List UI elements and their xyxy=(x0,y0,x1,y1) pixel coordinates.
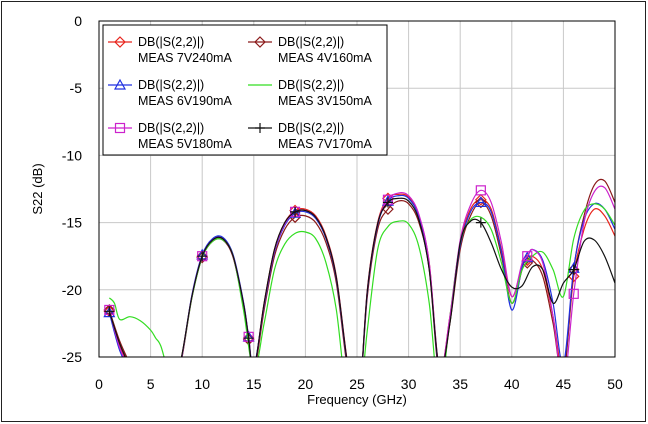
tick-labels: 0 5 10 15 20 25 30 35 40 45 50 0 -5 -10 -15 -20 -25 xyxy=(62,13,623,392)
data-point xyxy=(474,196,487,209)
data-point xyxy=(243,333,254,344)
legend-label-line1: DB(|S(2,2)|) xyxy=(278,121,344,135)
legend-item: DB(|S(2,2)|) MEAS 6V190mA xyxy=(108,78,232,108)
x-tick-label: 40 xyxy=(504,376,520,392)
data-point xyxy=(290,206,301,217)
data-point xyxy=(197,251,208,262)
x-tick-label: 25 xyxy=(349,376,365,392)
plot-border xyxy=(98,20,616,358)
legend-box xyxy=(102,24,388,156)
legend-marker xyxy=(255,123,265,133)
legend-marker xyxy=(254,36,266,48)
data-point xyxy=(522,251,533,262)
data-point xyxy=(104,306,115,317)
series-4 xyxy=(108,203,615,357)
legend-marker xyxy=(114,122,126,134)
legend-item: DB(|S(2,2)|) MEAS 4V160mA xyxy=(248,35,372,65)
y-tick-label: -5 xyxy=(70,80,83,96)
legend-marker xyxy=(113,78,127,90)
x-axis-title: Frequency (GHz) xyxy=(307,392,407,407)
y-axis-title: S22 (dB) xyxy=(30,163,45,214)
legend-label-line1: DB(|S(2,2)|) xyxy=(278,35,344,49)
legend-label-line1: DB(|S(2,2)|) xyxy=(138,78,204,92)
y-tick-label: 0 xyxy=(74,13,82,29)
y-tick-label: -25 xyxy=(62,349,82,365)
x-tick-label: 30 xyxy=(401,376,417,392)
x-tick-label: 0 xyxy=(95,376,103,392)
data-point xyxy=(103,306,116,318)
legend: DB(|S(2,2)|) MEAS 7V240mA DB(|S(2,2)|) MEAS… xyxy=(102,24,388,156)
data-point xyxy=(289,206,302,218)
x-tick-label: 20 xyxy=(298,376,314,392)
x-tick-label: 45 xyxy=(556,376,572,392)
data-point xyxy=(475,185,486,196)
series-6 xyxy=(104,197,615,357)
data-point xyxy=(382,197,393,208)
data-point xyxy=(568,264,579,275)
y-tick-label: -15 xyxy=(62,215,82,231)
legend-label-line1: DB(|S(2,2)|) xyxy=(278,78,344,92)
legend-marker xyxy=(114,36,126,48)
x-tick-label: 5 xyxy=(147,376,155,392)
series-line xyxy=(108,203,615,357)
data-point xyxy=(568,288,579,299)
legend-label-line2: MEAS 5V180mA xyxy=(138,137,232,151)
legend-label-line2: MEAS 3V150mA xyxy=(278,94,372,108)
legend-label-line2: MEAS 4V160mA xyxy=(278,51,372,65)
data-point xyxy=(474,193,487,206)
legend-label-line2: MEAS 6V190mA xyxy=(138,94,232,108)
legend-label-line2: MEAS 7V170mA xyxy=(278,137,372,151)
legend-item: DB(|S(2,2)|) MEAS 7V170mA xyxy=(248,121,372,151)
x-tick-label: 15 xyxy=(246,376,262,392)
series-line xyxy=(108,197,615,357)
y-tick-label: -10 xyxy=(62,147,82,163)
legend-item: DB(|S(2,2)|) MEAS 3V150mA xyxy=(248,78,372,108)
data-point xyxy=(474,196,487,208)
legend-item: DB(|S(2,2)|) MEAS 5V180mA xyxy=(108,121,232,151)
legend-label-line1: DB(|S(2,2)|) xyxy=(138,35,204,49)
legend-item: DB(|S(2,2)|) MEAS 7V240mA xyxy=(108,35,232,65)
x-tick-label: 50 xyxy=(607,376,623,392)
series-layer xyxy=(103,178,615,357)
x-tick-label: 10 xyxy=(194,376,210,392)
legend-label-line2: MEAS 7V240mA xyxy=(138,51,232,65)
legend-label-line1: DB(|S(2,2)|) xyxy=(138,121,204,135)
data-point xyxy=(475,217,486,228)
y-tick-label: -20 xyxy=(62,282,82,298)
x-tick-label: 35 xyxy=(452,376,468,392)
